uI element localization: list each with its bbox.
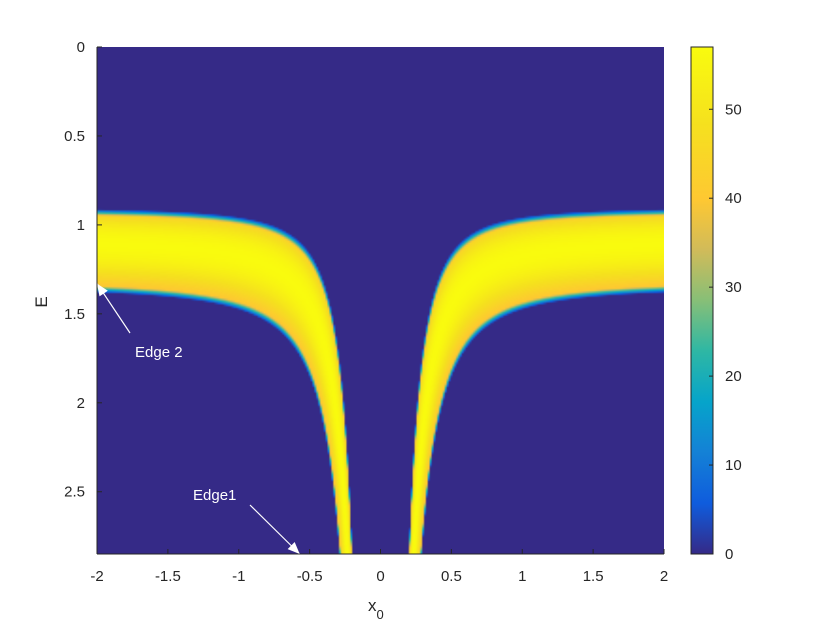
x-tick-label: -0.5 [297, 568, 323, 585]
annotation-arrow-head [287, 542, 300, 554]
x-axis-label-main: x [368, 596, 377, 615]
annotation-2: Edge1 [193, 487, 301, 555]
x-tick-label: -1.5 [155, 568, 181, 585]
colorbar-tick-label: 20 [725, 368, 742, 385]
annotations: Edge 2 Edge1 [96, 283, 301, 555]
colorbar-tick-label: 10 [725, 457, 742, 474]
y-axis: 0 0.5 1 1.5 2 2.5 [64, 39, 102, 554]
annotation-label: Edge1 [193, 487, 236, 504]
x-tick-label: 0.5 [441, 568, 462, 585]
y-axis-label: E [32, 296, 51, 307]
colorbar-gradient [691, 47, 713, 554]
colorbar-tick-label: 30 [725, 279, 742, 296]
x-tick-label: 2 [660, 568, 668, 585]
colorbar-tick-label: 40 [725, 190, 742, 207]
x-tick-label: 1.5 [583, 568, 604, 585]
y-tick-label: 1.5 [64, 306, 85, 323]
x-axis: -2 -1.5 -1 -0.5 0 0.5 1 1.5 2 [90, 549, 668, 585]
x-tick-label: -2 [90, 568, 103, 585]
x-axis-label: x0 [368, 596, 384, 622]
y-tick-label: 1 [77, 217, 85, 234]
colorbar-tick-label: 50 [725, 101, 742, 118]
x-tick-label: 1 [518, 568, 526, 585]
plot-area [97, 47, 664, 554]
x-tick-label: 0 [376, 568, 384, 585]
y-tick-label: 2.5 [64, 484, 85, 501]
colorbar: 0 10 20 30 40 50 [690, 46, 742, 563]
axis-labels: x0 E [32, 296, 384, 622]
x-tick-label: -1 [232, 568, 245, 585]
y-tick-label: 0.5 [64, 128, 85, 145]
annotation-label: Edge 2 [135, 344, 183, 361]
colorbar-tick-label: 0 [725, 546, 733, 563]
y-tick-label: 0 [77, 39, 85, 56]
colorbar-frame [690, 46, 714, 555]
x-axis-label-subscript: 0 [377, 607, 384, 622]
annotation-1: Edge 2 [96, 283, 183, 361]
heatmap-image [97, 47, 664, 554]
y-tick-label: 2 [77, 395, 85, 412]
annotation-arrow-head [97, 283, 108, 297]
